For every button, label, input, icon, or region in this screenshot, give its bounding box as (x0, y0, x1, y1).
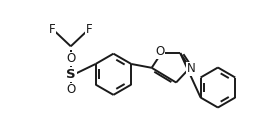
Text: F: F (49, 23, 56, 36)
Text: N: N (187, 62, 195, 76)
Text: O: O (156, 45, 165, 58)
Text: O: O (66, 83, 75, 96)
Text: F: F (86, 23, 92, 36)
Text: S: S (66, 68, 76, 81)
Text: O: O (66, 52, 75, 66)
